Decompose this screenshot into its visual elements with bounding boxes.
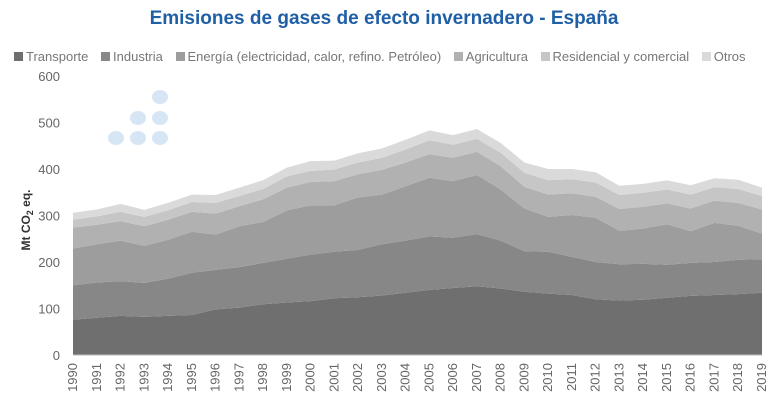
y-axis-ticks: 0 100 200 300 400 500 600 bbox=[38, 69, 60, 363]
x-tick-label: 2015 bbox=[659, 363, 674, 392]
x-tick-label: 2004 bbox=[398, 363, 413, 392]
legend-swatch-industria bbox=[101, 52, 111, 61]
y-axis-title-tail: eq. bbox=[19, 189, 33, 210]
x-tick-label: 2007 bbox=[469, 363, 484, 392]
x-tick-label: 2008 bbox=[493, 363, 508, 392]
legend-swatch-otros bbox=[701, 52, 711, 61]
legend-label-industria: Industria bbox=[113, 49, 163, 64]
x-tick-label: 2014 bbox=[635, 363, 650, 392]
x-tick-label: 2017 bbox=[706, 363, 721, 392]
area-series-4 bbox=[73, 138, 762, 228]
x-tick-label: 1994 bbox=[160, 363, 175, 392]
x-tick-label: 2013 bbox=[611, 363, 626, 392]
legend-label-otros: Otros bbox=[713, 49, 746, 64]
x-tick-label: 2009 bbox=[516, 363, 531, 392]
x-tick-label: 2012 bbox=[588, 363, 603, 392]
legend-label-agricultura: Agricultura bbox=[465, 49, 528, 64]
x-tick-label: 2001 bbox=[326, 363, 341, 392]
area-series-0 bbox=[73, 286, 762, 355]
legend-swatch-residencial bbox=[540, 52, 550, 61]
area-series-layer bbox=[73, 129, 762, 355]
watermark-logo bbox=[108, 90, 168, 145]
x-tick-label: 2002 bbox=[350, 363, 365, 392]
y-tick-label: 200 bbox=[38, 255, 60, 270]
legend-item-energia: Energía (electricidad, calor, refino. Pe… bbox=[175, 49, 442, 64]
y-axis-title: Mt CO2 eq. bbox=[19, 189, 35, 250]
x-tick-label: 1993 bbox=[136, 363, 151, 392]
x-tick-label: 2006 bbox=[445, 363, 460, 392]
legend-swatch-energia bbox=[175, 52, 185, 61]
x-tick-label: 1995 bbox=[184, 363, 199, 392]
legend-label-energia: Energía (electricidad, calor, refino. Pe… bbox=[187, 49, 442, 64]
y-tick-label: 0 bbox=[53, 348, 60, 363]
x-tick-label: 1990 bbox=[65, 363, 80, 392]
y-tick-label: 400 bbox=[38, 162, 60, 177]
x-tick-label: 2016 bbox=[683, 363, 698, 392]
x-tick-label: 2018 bbox=[730, 363, 745, 392]
legend-item-otros: Otros bbox=[701, 49, 746, 64]
legend-item-agricultura: Agricultura bbox=[453, 49, 528, 64]
x-tick-label: 2000 bbox=[303, 363, 318, 392]
x-tick-label: 2019 bbox=[754, 363, 768, 392]
legend-swatch-agricultura bbox=[453, 52, 463, 61]
legend-label-residencial: Residencial y comercial bbox=[552, 49, 690, 64]
x-tick-label: 1992 bbox=[113, 363, 128, 392]
y-tick-label: 600 bbox=[38, 69, 60, 84]
y-tick-label: 100 bbox=[38, 302, 60, 317]
y-axis-title-main: Mt CO bbox=[19, 215, 33, 250]
legend-item-residencial: Residencial y comercial bbox=[540, 49, 690, 64]
legend-label-transporte: Transporte bbox=[26, 49, 89, 64]
area-series-2 bbox=[73, 175, 762, 286]
x-tick-label: 1997 bbox=[231, 363, 246, 392]
x-tick-label: 1991 bbox=[89, 363, 104, 392]
x-axis-ticks: 1990 1991 1992 1993 1994 1995 1996 1997 1998 1999… bbox=[65, 363, 768, 392]
x-tick-label: 2005 bbox=[421, 363, 436, 392]
x-tick-label: 2003 bbox=[374, 363, 389, 392]
y-tick-label: 500 bbox=[38, 116, 60, 131]
area-series-3 bbox=[73, 151, 762, 249]
legend-item-transporte: Transporte bbox=[14, 49, 88, 64]
x-tick-label: 2010 bbox=[540, 363, 555, 392]
x-tick-label: 1996 bbox=[208, 363, 223, 392]
x-tick-label: 1998 bbox=[255, 363, 270, 392]
y-axis-title-sub: 2 bbox=[25, 210, 35, 215]
legend: Transporte Industria Energía (electricid… bbox=[14, 49, 768, 64]
area-series-5 bbox=[73, 129, 762, 220]
legend-swatch-transporte bbox=[14, 52, 23, 61]
legend-item-industria: Industria bbox=[101, 49, 163, 64]
x-tick-label: 1999 bbox=[279, 363, 294, 392]
x-tick-label: 2011 bbox=[564, 363, 579, 391]
area-series-1 bbox=[73, 234, 762, 320]
chart-title: Emisiones de gases de efecto invernadero… bbox=[149, 8, 619, 29]
y-tick-label: 300 bbox=[38, 209, 60, 224]
